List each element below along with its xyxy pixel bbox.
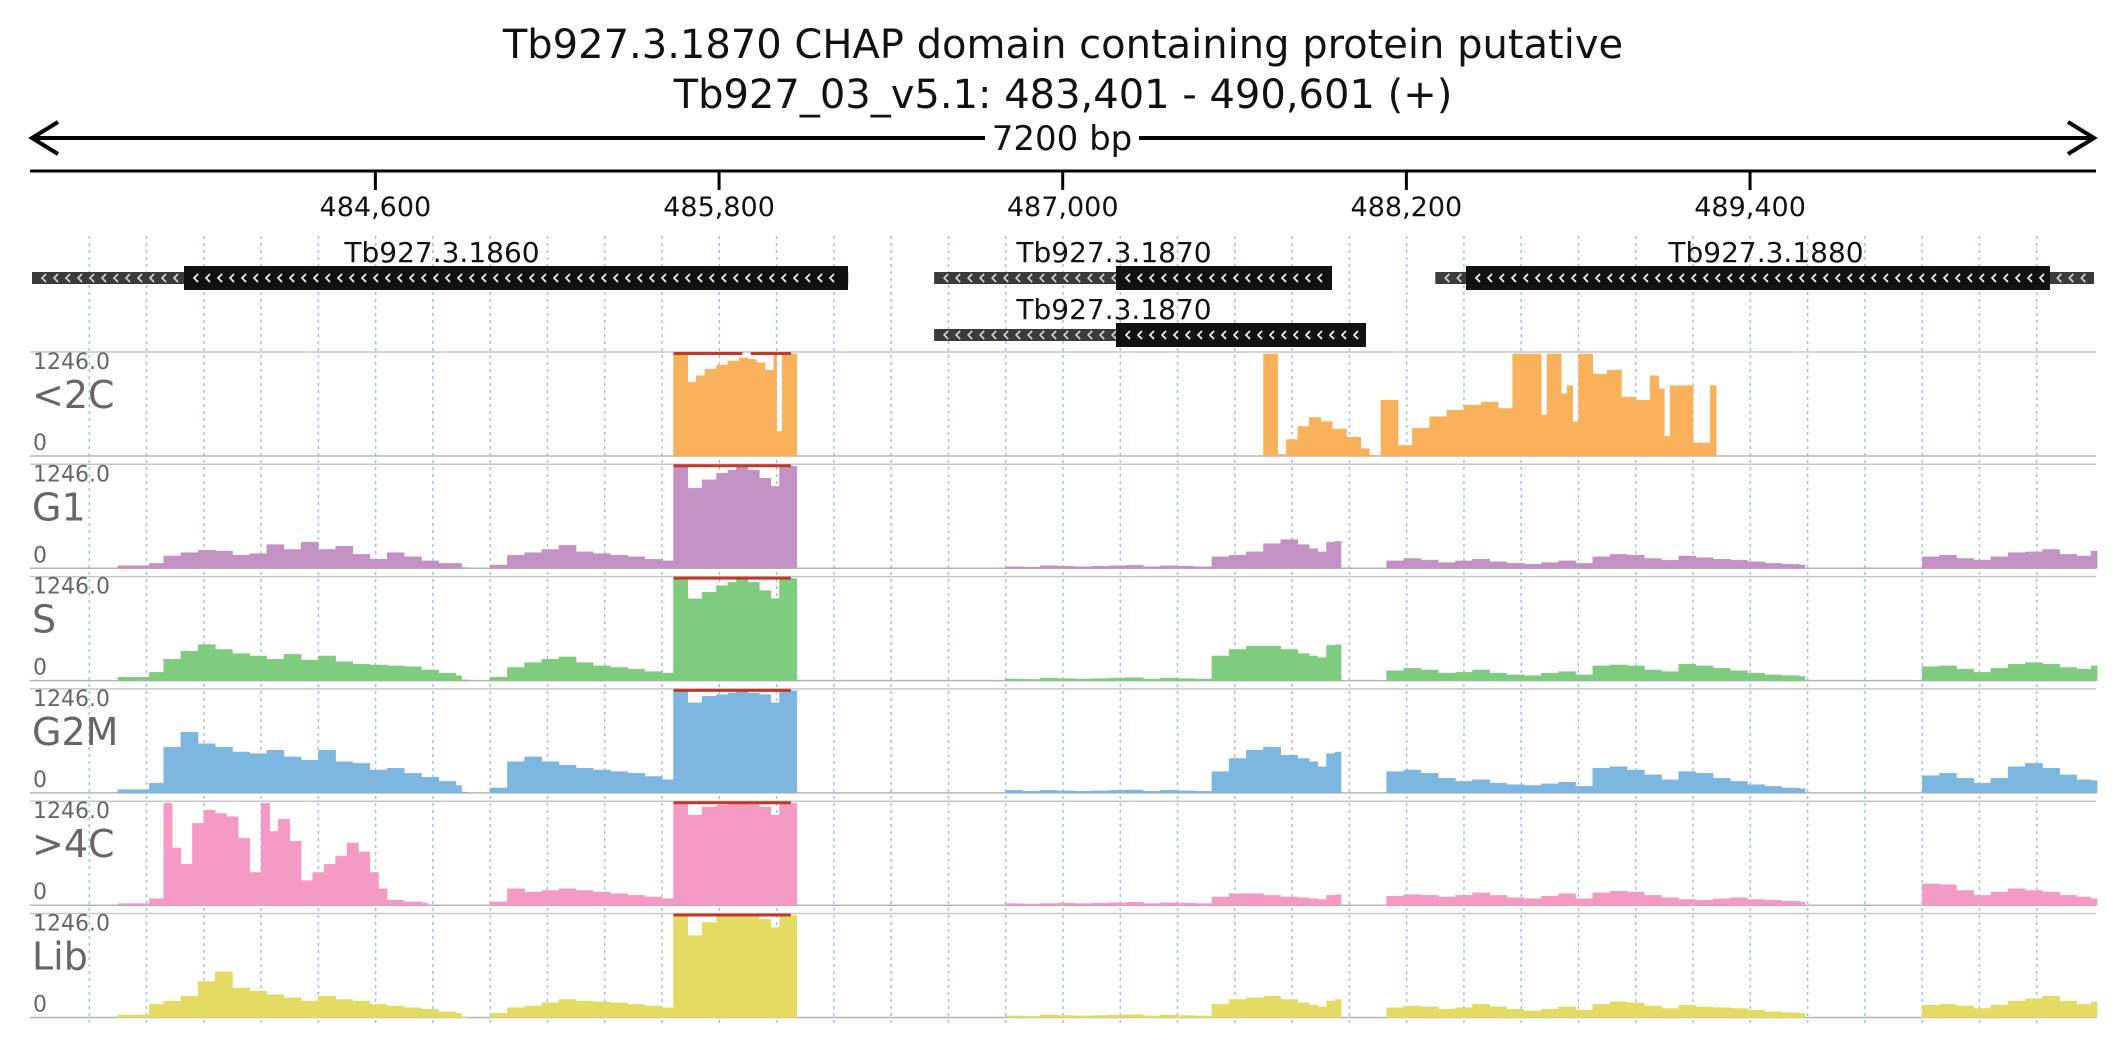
chart-title: Tb927.3.1870 CHAP domain containing prot…: [502, 22, 1624, 68]
span-arrow-left-head: [28, 120, 60, 156]
gridlines: [88, 236, 2038, 1026]
gene-cds-block: [1116, 266, 1332, 290]
coverage-area: [489, 802, 798, 906]
track-label: <2C: [32, 373, 115, 417]
coverage-area: [489, 466, 798, 569]
coverage-area: [1263, 353, 1376, 457]
x-tick-label: 488,200: [1351, 192, 1463, 223]
coverage-area: [1921, 662, 2098, 681]
coverage-area: [1386, 891, 1806, 906]
coverage-area: [1005, 746, 1342, 794]
track-label: S: [32, 598, 56, 642]
gene-models: Tb927.3.1860 Tb927.3.1870 Tb927.3.1870 Tb92…: [32, 236, 2094, 347]
gene-model: Tb927.3.1870: [934, 236, 1332, 290]
span-label-background: [985, 118, 1139, 160]
locus-subtitle: Tb927_03_v5.1: 483,401 - 490,601 (+): [673, 72, 1453, 118]
axis-ticks: 484,600 485,800 487,000 488,200 489,400: [320, 171, 1806, 223]
x-tick-label: 485,800: [663, 192, 775, 223]
coverage-area: [1005, 893, 1342, 906]
y-max-label: 1246.0: [33, 575, 110, 600]
span-arrow-right-head: [2066, 120, 2098, 156]
coverage-area: [117, 644, 468, 681]
coverage-area: [1386, 1001, 1806, 1018]
gene-model: Tb927.3.1870: [934, 293, 1366, 347]
strand-chevrons: [1124, 330, 1359, 340]
x-tick-label: 487,000: [1007, 192, 1119, 223]
strand-chevrons: [192, 273, 835, 283]
coverage-area: [1386, 554, 1806, 569]
y-min-label: 0: [33, 880, 47, 905]
track-label: >4C: [32, 822, 115, 866]
gene-label: Tb927.3.1870: [1015, 236, 1211, 269]
coverage-area: [1005, 644, 1342, 681]
y-max-label: 1246.0: [33, 912, 110, 937]
coverage-area: [489, 915, 798, 1018]
gene-cds-block: [1116, 323, 1366, 347]
coverage-area: [673, 353, 798, 457]
track-5: 1246.0 0 Lib: [30, 912, 2098, 1019]
gene-model: Tb927.3.1880: [1435, 236, 2094, 290]
strand-chevrons: [1474, 273, 2045, 283]
track-4: 1246.0 0 >4C: [30, 799, 2098, 906]
x-tick-label: 489,400: [1694, 192, 1806, 223]
coverage-area: [117, 971, 468, 1018]
gene-label: Tb927.3.1870: [1015, 293, 1211, 326]
strand-chevrons: [1124, 273, 1323, 283]
coverage-area: [1921, 883, 2098, 906]
track-1: 1246.0 0 G1: [30, 462, 2098, 570]
gene-label: Tb927.3.1880: [1667, 236, 1863, 269]
track-label: G2M: [32, 710, 118, 754]
track-3: 1246.0 0 G2M: [30, 687, 2098, 794]
coverage-area: [1005, 539, 1342, 569]
gene-label: Tb927.3.1860: [343, 236, 539, 269]
coverage-area: [117, 802, 428, 906]
y-max-label: 1246.0: [33, 462, 110, 487]
coverage-area: [489, 578, 798, 681]
y-max-label: 1246.0: [33, 350, 110, 375]
y-min-label: 0: [33, 431, 47, 456]
gene-cds-block: [1466, 266, 2050, 290]
track-label: G1: [32, 485, 86, 529]
coverage-area: [1921, 763, 2098, 794]
coverage-area: [1386, 663, 1806, 681]
y-min-label: 0: [33, 656, 47, 681]
coverage-area: [117, 541, 468, 569]
track-0: 1246.0 0 <2C: [30, 350, 2096, 457]
coverage-area: [1386, 766, 1806, 794]
y-min-label: 0: [33, 768, 47, 793]
x-tick-label: 484,600: [320, 192, 432, 223]
coverage-area: [489, 690, 798, 794]
y-max-label: 1246.0: [33, 799, 110, 824]
coverage-tracks: 1246.00<2C1246.00G11246.00S1246.00G2M124…: [30, 350, 2098, 1019]
track-2: 1246.0 0 S: [30, 575, 2098, 682]
y-min-label: 0: [33, 993, 47, 1018]
y-min-label: 0: [33, 543, 47, 568]
coverage-area: [1921, 549, 2098, 569]
coverage-area: [1005, 995, 1342, 1018]
coverage-area: [1380, 353, 1717, 457]
track-label: Lib: [32, 935, 88, 979]
gene-cds-block: [184, 266, 848, 290]
coverage-area: [1921, 995, 2098, 1018]
y-max-label: 1246.0: [33, 687, 110, 712]
gene-model: Tb927.3.1860: [32, 236, 849, 290]
coverage-area: [117, 732, 468, 794]
span-label: 7200 bp: [992, 119, 1133, 159]
